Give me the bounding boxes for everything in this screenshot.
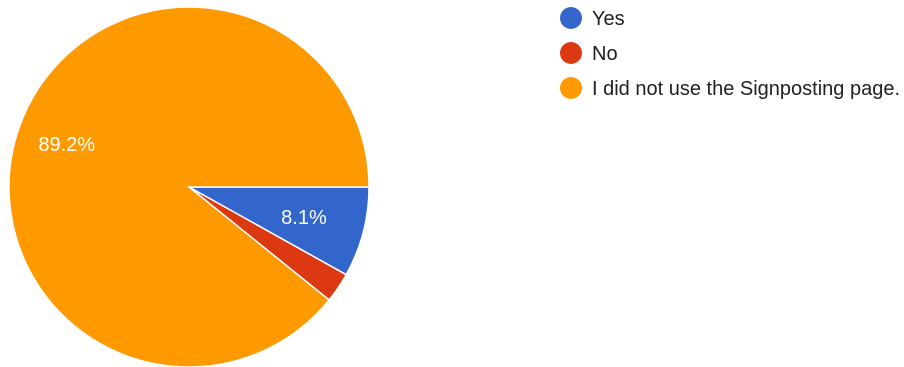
legend-label: I did not use the Signposting page. — [592, 78, 901, 100]
legend-item-2: I did not use the Signposting page. — [560, 76, 900, 102]
slice-label-2: 89.2% — [38, 134, 95, 156]
legend-item-1: No — [560, 41, 900, 67]
legend-label: Yes — [592, 8, 625, 30]
pie-slice-0 — [186, 186, 370, 276]
slice-label-0: 8.1% — [281, 207, 327, 229]
chart-legend: Yes No I did not use the Signposting page. — [560, 6, 900, 111]
legend-item-0: Yes — [560, 6, 900, 32]
legend-label: No — [592, 43, 618, 65]
pie-slice-2 — [8, 6, 370, 367]
legend-swatch — [560, 77, 582, 99]
legend-swatch — [560, 42, 582, 64]
legend-swatch — [560, 7, 582, 29]
